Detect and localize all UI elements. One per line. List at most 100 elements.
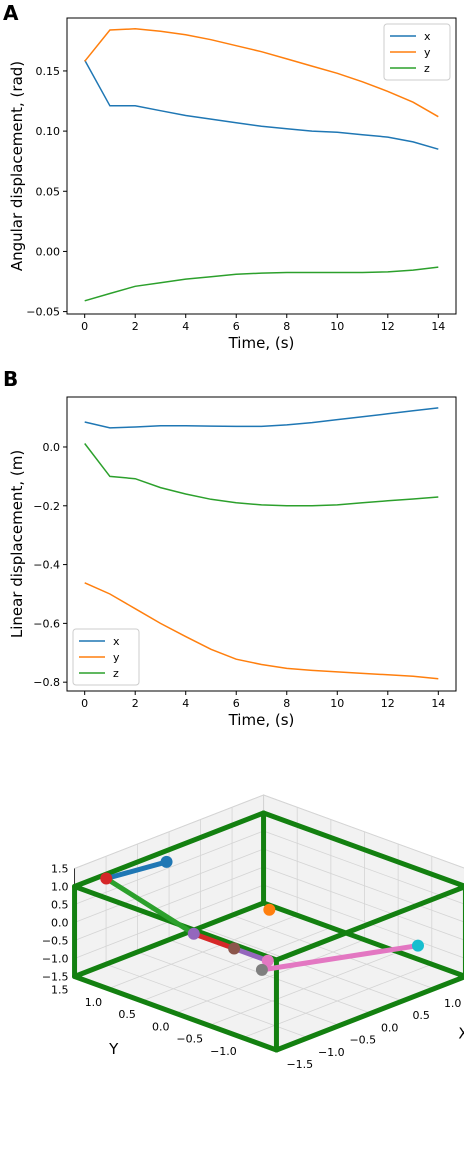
- x-tick-label: 12: [381, 697, 395, 710]
- x-tick-label: 6: [233, 697, 240, 710]
- grid-line: [108, 914, 298, 990]
- z-tick-label: 0.0: [51, 917, 69, 930]
- series-line-x: [84, 59, 439, 150]
- grid-line: [141, 927, 331, 1002]
- grid-line: [74, 830, 264, 905]
- plot-frame: [66, 396, 457, 692]
- panel-label: A: [3, 1, 19, 25]
- y-tick-label: 0.00: [36, 245, 61, 258]
- series-line-z: [84, 443, 439, 507]
- chart-3d-robot-pose: −1.5 −1.0 −0.5 0.0 0.5 1.0 1.5 −1.0 −0.5 0.0 0.5 1.…: [42, 794, 464, 1071]
- box-edge: [273, 884, 464, 963]
- y-tick-label: 0.15: [36, 65, 61, 78]
- robot-link: [103, 876, 197, 937]
- box-edge: [261, 810, 464, 889]
- z-tick-label: 1.5: [51, 863, 69, 876]
- y-tick-label: 0.0: [43, 441, 61, 454]
- panel-label: B: [3, 367, 18, 391]
- z-tick-label: −1.5: [42, 971, 69, 984]
- box-edge: [261, 900, 464, 979]
- box-edge: [72, 900, 267, 979]
- plot-frame: [66, 17, 457, 315]
- y-tick-label: −1.0: [210, 1045, 237, 1058]
- y-tick-label: 0.05: [36, 185, 61, 198]
- y-tick-label: −0.2: [33, 500, 60, 513]
- joint-point: [160, 855, 173, 868]
- y-tick-label: 0.5: [118, 1008, 136, 1021]
- legend: xyz: [72, 628, 140, 686]
- x-tick-label: 8: [283, 320, 290, 333]
- y-tick-label: 1.0: [85, 996, 103, 1009]
- y-tick-label: −0.6: [33, 617, 60, 630]
- x-tick-label: 1.0: [444, 997, 462, 1010]
- joint-point: [411, 939, 424, 952]
- legend: xyz: [383, 23, 451, 81]
- grid-line: [263, 848, 464, 923]
- grid-line: [263, 794, 464, 869]
- robot-link: [103, 859, 170, 881]
- y-tick-label: 0.10: [36, 125, 61, 138]
- grid-line: [263, 884, 464, 959]
- joint-point: [263, 903, 276, 916]
- chart-linear-displacement: B 0 2 4 6 8 10 12 14 −0.8 −0.6 −0.4 −0.2 0.0 Time, (s)…: [3, 367, 457, 729]
- y-axis-label: Y: [108, 1040, 119, 1058]
- grid-line: [263, 830, 464, 905]
- grid-line: [74, 848, 264, 923]
- joint-point: [255, 963, 268, 976]
- grid-line: [175, 939, 365, 1014]
- y-axis-label: Angular displacement, (rad): [8, 61, 26, 271]
- x-tick-label: 0.0: [381, 1021, 399, 1034]
- y-tick-label: −0.05: [26, 306, 60, 319]
- x-tick-label: 2: [132, 320, 139, 333]
- x-tick-label: 14: [431, 320, 445, 333]
- series-line-y: [84, 28, 439, 118]
- x-tick-label: 4: [182, 320, 189, 333]
- y-tick-label: 0.0: [152, 1020, 170, 1033]
- x-axis-label: Time, (s): [228, 711, 295, 729]
- z-tick-label: −0.5: [42, 935, 69, 948]
- x-tick-label: 0.5: [412, 1009, 430, 1022]
- x-tick-label: −0.5: [349, 1034, 376, 1047]
- y-tick-label: −0.4: [33, 559, 60, 572]
- joint-point: [100, 872, 113, 885]
- y-tick-label: 1.5: [51, 984, 69, 997]
- x-axis-label: Time, (s): [228, 334, 295, 352]
- chart-angular-displacement: A 0 2 4 6 8 10 12 14 −0.05 0.00 0.05 0.10 0.15 Time, (…: [3, 1, 457, 352]
- legend-box: [383, 23, 451, 81]
- x-tick-label: −1.5: [286, 1058, 313, 1071]
- z-tick-label: 0.5: [51, 899, 69, 912]
- x-tick-label: 0: [81, 320, 88, 333]
- joint-point: [187, 927, 200, 940]
- joint-point: [228, 942, 241, 955]
- x-tick-label: 8: [283, 697, 290, 710]
- legend-label-y: y: [113, 651, 120, 664]
- x-tick-label: 10: [330, 320, 344, 333]
- x-tick-label: 6: [233, 320, 240, 333]
- z-tick-label: −1.0: [42, 953, 69, 966]
- grid-line: [263, 866, 464, 941]
- x-tick-label: 12: [381, 320, 395, 333]
- legend-label-x: x: [113, 635, 120, 648]
- series-line-x: [84, 407, 439, 429]
- legend-box: [72, 628, 140, 686]
- x-axis-label: X: [458, 1024, 464, 1042]
- box-edge: [72, 974, 279, 1053]
- z-tick-label: 1.0: [51, 881, 69, 894]
- joint-point: [261, 954, 274, 967]
- grid-line: [74, 794, 264, 869]
- x-tick-label: 10: [330, 697, 344, 710]
- x-tick-label: 2: [132, 697, 139, 710]
- x-tick-label: −1.0: [318, 1046, 345, 1059]
- legend-label-y: y: [424, 46, 431, 59]
- y-tick-label: −0.5: [176, 1033, 203, 1046]
- grid-line: [74, 866, 264, 941]
- series-line-z: [84, 266, 439, 302]
- x-tick-label: 0: [81, 697, 88, 710]
- robot-link: [259, 943, 421, 973]
- x-tick-label: 4: [182, 697, 189, 710]
- legend-label-z: z: [424, 62, 430, 75]
- robot-link: [191, 931, 237, 951]
- x-tick-label: 14: [431, 697, 445, 710]
- grid-line: [209, 951, 399, 1026]
